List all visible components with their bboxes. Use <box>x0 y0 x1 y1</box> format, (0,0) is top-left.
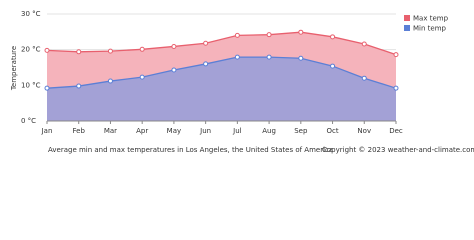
point <box>361 41 367 47</box>
point <box>139 74 145 80</box>
legend-swatch <box>404 15 410 21</box>
point <box>266 54 272 60</box>
line <box>46 56 397 89</box>
point <box>203 61 209 67</box>
x-tick-label: Mar <box>104 127 117 135</box>
x-tick-label: Nov <box>357 127 371 135</box>
point <box>171 67 177 73</box>
x-tick-label: Dec <box>389 127 403 135</box>
point <box>298 55 304 61</box>
point <box>234 54 240 60</box>
point <box>266 32 272 38</box>
x-tick-label: Apr <box>136 127 148 135</box>
point <box>330 34 336 40</box>
area-fill <box>47 57 396 121</box>
x-tick-label: Sep <box>294 127 308 135</box>
x-tick-label: Jan <box>41 127 53 135</box>
point <box>298 29 304 35</box>
legend-label: Max temp <box>413 15 449 23</box>
chart: Temperature Average min and max temperat… <box>10 10 474 154</box>
x-tick-label: Oct <box>326 127 338 135</box>
point <box>44 47 50 53</box>
point <box>139 46 145 52</box>
point <box>330 63 336 69</box>
x-tick-label: May <box>167 127 181 135</box>
y-axis-label: Temperature <box>10 46 18 91</box>
y-tick-label: 20 °C <box>21 46 41 54</box>
legend-label: Min temp <box>413 25 447 33</box>
x-tick-label: Jul <box>232 127 242 135</box>
point <box>393 85 399 91</box>
x-tick-label: Jun <box>199 127 211 135</box>
point <box>44 85 50 91</box>
y-tick-label: 30 °C <box>21 10 41 18</box>
point <box>203 40 209 46</box>
point <box>393 52 399 58</box>
legend-swatch <box>404 25 410 31</box>
point <box>107 48 113 54</box>
copyright: Copyright © 2023 weather-and-climate.com <box>322 146 474 154</box>
y-tick-label: 0 °C <box>21 117 36 125</box>
x-tick-label: Aug <box>262 127 276 135</box>
point <box>76 49 82 55</box>
point <box>361 75 367 81</box>
point <box>107 78 113 84</box>
caption: Average min and max temperatures in Los … <box>48 146 333 154</box>
x-tick-label: Feb <box>73 127 86 135</box>
y-tick-label: 10 °C <box>21 81 41 89</box>
point <box>234 32 240 38</box>
point <box>171 43 177 49</box>
point <box>76 83 82 89</box>
line <box>46 31 397 56</box>
